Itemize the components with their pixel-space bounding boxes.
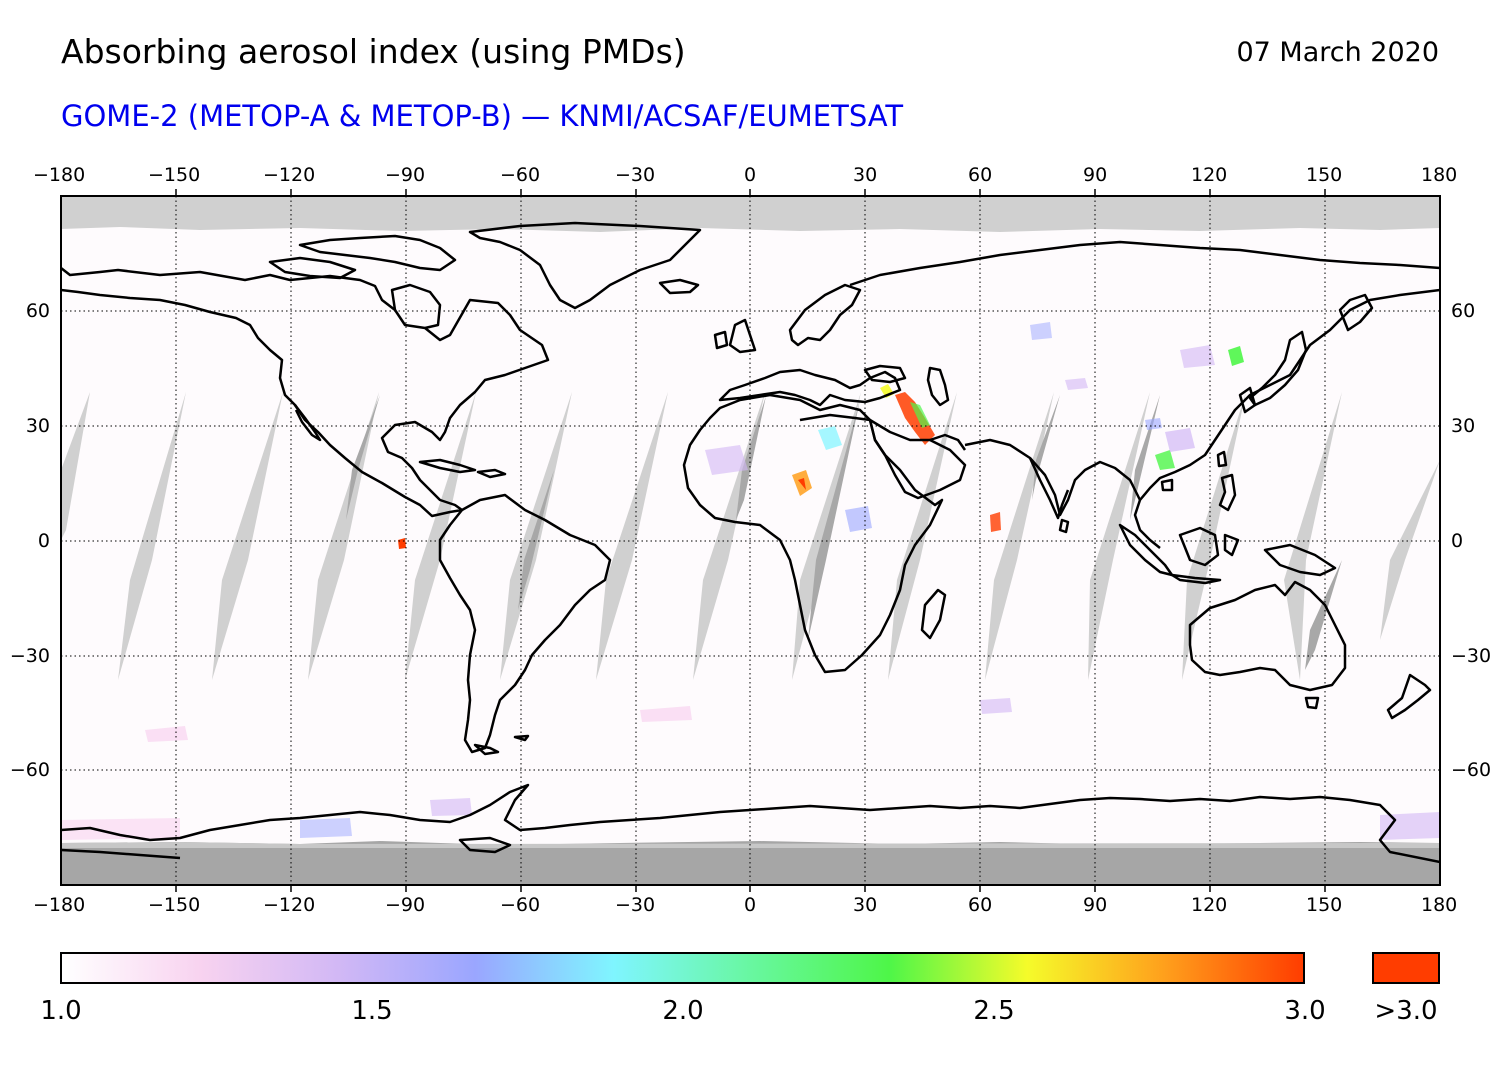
lon-tick-bottom: −90 [385,894,426,916]
lat-tick-left: 60 [25,300,50,322]
lon-tick-top: 0 [744,164,757,186]
lat-tick-right: −60 [1451,759,1492,781]
lon-tick-top: −90 [385,164,426,186]
lon-tick-top: 120 [1191,164,1228,186]
europe-coast [718,368,902,407]
lon-tick-bottom: −180 [33,894,86,916]
japan [1248,330,1308,407]
lon-tick-bottom: 120 [1191,894,1228,916]
lat-tick-left: 0 [37,530,50,552]
lon-tick-bottom: −120 [263,894,316,916]
greenland-coast [468,221,702,310]
north-america-coast [61,267,550,518]
iceland [658,278,700,295]
lon-tick-bottom: −60 [500,894,541,916]
asia-east-coast [1133,288,1440,549]
taiwan [1216,450,1228,468]
mediterranean-south [799,413,871,422]
lon-tick-bottom: 180 [1421,894,1458,916]
australia-coast [1188,580,1347,692]
antarctic-peninsula-islands [458,836,512,854]
lat-tick-left: 30 [25,415,50,437]
baja-california [294,404,322,442]
java [1170,573,1222,585]
caspian-sea [926,366,950,407]
map-title: Absorbing aerosol index (using PMDs) [61,32,686,71]
madagascar [920,588,947,640]
lon-tick-bottom: 60 [968,894,993,916]
new-guinea [1263,543,1337,577]
kamchatka [1338,293,1374,332]
south-america-coast [438,493,612,754]
lon-tick-bottom: 90 [1083,894,1108,916]
coastlines [61,221,1440,864]
scandinavia [788,283,862,347]
axis-tick-marks [175,189,1326,892]
lat-tick-left: −60 [9,759,50,781]
lon-tick-top: 180 [1421,164,1458,186]
lon-tick-top: 150 [1306,164,1343,186]
lat-tick-left: −30 [9,645,50,667]
hainan [1160,478,1174,492]
ireland [713,330,729,350]
cuba [418,458,477,474]
colorbar-overflow-label: >3.0 [1374,996,1438,1026]
lon-tick-top: −150 [148,164,201,186]
lon-tick-top: −30 [615,164,656,186]
colorbar-gradient [60,952,1305,984]
colorbar-label: 1.5 [351,996,393,1026]
lat-tick-right: 60 [1451,300,1476,322]
colorbar-label: 2.0 [662,996,704,1026]
colorbar-label: 3.0 [1284,996,1326,1026]
lon-tick-bottom: −150 [148,894,201,916]
map-date: 07 March 2020 [1236,37,1439,68]
lon-tick-top: −120 [263,164,316,186]
persian-gulf [929,433,967,451]
lon-tick-top: −60 [500,164,541,186]
graticule [61,196,1440,885]
lon-tick-top: 90 [1083,164,1108,186]
falklands [513,734,530,742]
asia-south-coast [964,438,1142,517]
colorbar-overflow-swatch [1372,952,1440,984]
tasmania [1304,696,1320,710]
korea [1238,386,1257,414]
asia-north-coast [849,240,1440,287]
lon-tick-bottom: 0 [744,894,757,916]
arctic-islands [298,234,457,272]
hudson-bay [390,283,442,330]
borneo [1178,526,1220,567]
lat-tick-right: 0 [1451,530,1464,552]
sri-lanka [1058,518,1070,534]
lon-tick-top: −180 [33,164,86,186]
india-peninsula [1028,457,1070,520]
lat-tick-right: −30 [1451,645,1492,667]
philippines [1218,473,1237,512]
arabian-peninsula [868,418,967,500]
british-isles [728,318,757,354]
lon-tick-bottom: 150 [1306,894,1343,916]
lon-tick-top: 60 [968,164,993,186]
lon-tick-top: 30 [853,164,878,186]
africa-coast [682,393,944,674]
ross-ice-shelf [61,848,181,860]
lon-tick-bottom: −30 [615,894,656,916]
lon-tick-bottom: 30 [853,894,878,916]
tierra-del-fuego [473,743,500,756]
map-subtitle: GOME-2 (METOP-A & METOP-B) — KNMI/ACSAF/… [61,99,904,133]
black-sea [863,364,907,384]
arctic-islands-2 [268,256,357,280]
colorbar-label: 2.5 [973,996,1015,1026]
lat-tick-right: 30 [1451,415,1476,437]
antarctica-coast [61,783,1440,864]
sulawesi [1223,533,1240,557]
hispaniola [476,468,507,479]
new-zealand [1386,673,1432,720]
colorbar-label: 1.0 [40,996,82,1026]
